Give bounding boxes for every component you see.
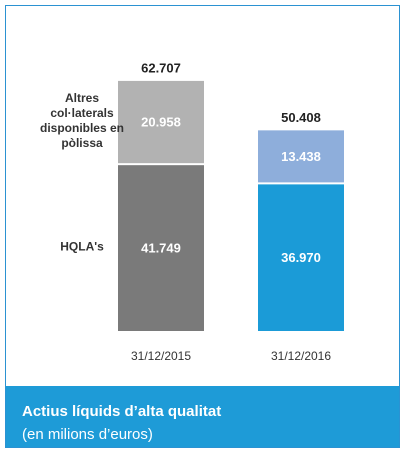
value-label: 41.749 bbox=[141, 241, 181, 256]
value-label: 20.958 bbox=[141, 114, 181, 129]
x-tick-label: 31/12/2016 bbox=[271, 349, 331, 363]
title-band bbox=[6, 386, 399, 447]
chart-subtitle: (en milions d’euros) bbox=[22, 426, 153, 443]
total-label: 62.707 bbox=[141, 60, 181, 75]
frame bbox=[5, 5, 400, 448]
value-label: 36.970 bbox=[281, 250, 321, 265]
bar-segment bbox=[118, 80, 204, 164]
bar-segment bbox=[118, 165, 204, 331]
x-tick-label: 31/12/2015 bbox=[131, 349, 191, 363]
series-label: HQLA's bbox=[60, 239, 104, 254]
bar-segment bbox=[258, 184, 344, 331]
total-label: 50.408 bbox=[281, 110, 321, 125]
chart-title: Actius líquids d’alta qualitat bbox=[22, 403, 222, 420]
bar-segment bbox=[258, 130, 344, 183]
value-label: 13.438 bbox=[281, 149, 321, 164]
series-label: Altres col·laterals disponibles en pòlis… bbox=[39, 91, 124, 151]
